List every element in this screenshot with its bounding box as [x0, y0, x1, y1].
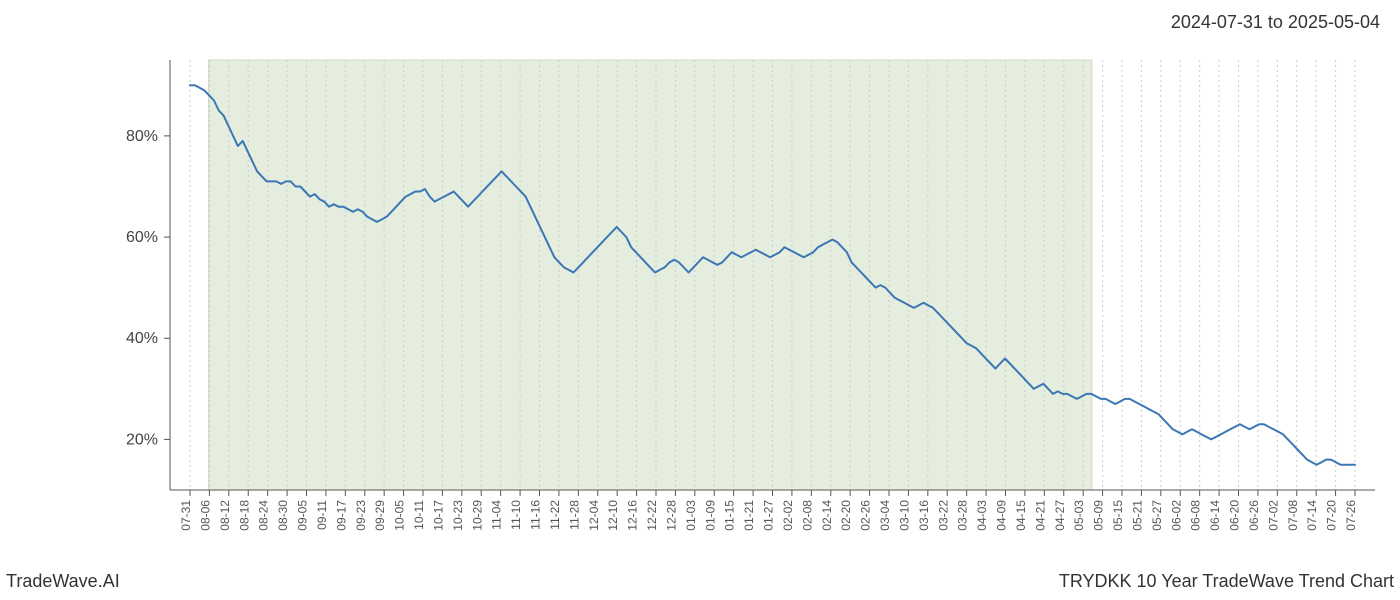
svg-text:09-05: 09-05 [296, 500, 310, 531]
svg-text:11-16: 11-16 [529, 500, 543, 530]
svg-text:10-29: 10-29 [470, 500, 484, 531]
svg-text:40%: 40% [126, 330, 158, 347]
date-range-label: 2024-07-31 to 2025-05-04 [1171, 12, 1380, 33]
svg-text:02-08: 02-08 [800, 500, 814, 531]
svg-text:20%: 20% [126, 431, 158, 448]
svg-text:12-28: 12-28 [664, 500, 678, 531]
svg-text:03-04: 03-04 [878, 500, 892, 531]
svg-text:05-15: 05-15 [1111, 500, 1125, 531]
svg-text:04-03: 04-03 [975, 500, 989, 531]
svg-text:05-03: 05-03 [1072, 500, 1086, 531]
svg-text:04-27: 04-27 [1053, 500, 1067, 531]
svg-text:09-11: 09-11 [315, 500, 329, 530]
svg-text:09-23: 09-23 [354, 500, 368, 531]
svg-text:01-03: 01-03 [684, 500, 698, 531]
svg-text:06-26: 06-26 [1247, 500, 1261, 531]
svg-text:02-20: 02-20 [839, 500, 853, 531]
svg-text:10-05: 10-05 [393, 500, 407, 531]
svg-text:01-27: 01-27 [762, 500, 776, 531]
svg-text:06-20: 06-20 [1228, 500, 1242, 531]
svg-text:06-02: 06-02 [1169, 500, 1183, 531]
svg-text:10-11: 10-11 [412, 500, 426, 530]
footer-title: TRYDKK 10 Year TradeWave Trend Chart [1059, 571, 1394, 592]
svg-text:07-14: 07-14 [1305, 500, 1319, 531]
svg-text:12-22: 12-22 [645, 500, 659, 531]
svg-text:02-14: 02-14 [820, 500, 834, 531]
svg-text:09-29: 09-29 [373, 500, 387, 531]
svg-text:08-06: 08-06 [198, 500, 212, 531]
svg-text:05-27: 05-27 [1150, 500, 1164, 531]
svg-text:04-09: 04-09 [995, 500, 1009, 531]
svg-text:03-22: 03-22 [936, 500, 950, 531]
svg-text:11-10: 11-10 [509, 500, 523, 530]
svg-text:08-18: 08-18 [237, 500, 251, 531]
svg-text:07-31: 07-31 [179, 500, 193, 531]
svg-text:60%: 60% [126, 229, 158, 246]
svg-text:07-08: 07-08 [1286, 500, 1300, 531]
svg-text:12-04: 12-04 [587, 500, 601, 531]
svg-text:03-16: 03-16 [917, 500, 931, 531]
svg-text:05-09: 05-09 [1092, 500, 1106, 531]
svg-text:11-22: 11-22 [548, 500, 562, 530]
svg-text:02-02: 02-02 [781, 500, 795, 531]
svg-text:08-30: 08-30 [276, 500, 290, 531]
svg-text:09-17: 09-17 [334, 500, 348, 531]
svg-text:10-17: 10-17 [431, 500, 445, 531]
svg-text:80%: 80% [126, 128, 158, 145]
svg-text:04-21: 04-21 [1033, 500, 1047, 531]
svg-text:10-23: 10-23 [451, 500, 465, 531]
svg-text:02-26: 02-26 [859, 500, 873, 531]
svg-text:06-08: 06-08 [1189, 500, 1203, 531]
svg-text:03-10: 03-10 [897, 500, 911, 531]
trend-chart: 20% 40% 60% 80% 07-31 08-06 08-12 08-18 08-24 08-… [0, 50, 1400, 570]
svg-text:04-15: 04-15 [1014, 500, 1028, 531]
svg-text:12-16: 12-16 [626, 500, 640, 531]
svg-text:03-28: 03-28 [956, 500, 970, 531]
svg-text:07-20: 07-20 [1325, 500, 1339, 531]
svg-text:01-09: 01-09 [703, 500, 717, 531]
svg-text:06-14: 06-14 [1208, 500, 1222, 531]
chart-container: 2024-07-31 to 2025-05-04 20% 40% 60% 80% 07-… [0, 0, 1400, 600]
svg-text:07-02: 07-02 [1266, 500, 1280, 531]
svg-text:08-12: 08-12 [218, 500, 232, 531]
svg-text:01-15: 01-15 [723, 500, 737, 531]
svg-text:08-24: 08-24 [257, 500, 271, 531]
svg-text:12-10: 12-10 [606, 500, 620, 531]
svg-text:05-21: 05-21 [1130, 500, 1144, 531]
svg-text:07-26: 07-26 [1344, 500, 1358, 531]
svg-text:01-21: 01-21 [742, 500, 756, 531]
svg-text:11-04: 11-04 [490, 500, 504, 530]
svg-text:11-28: 11-28 [567, 500, 581, 530]
footer-brand: TradeWave.AI [6, 571, 120, 592]
